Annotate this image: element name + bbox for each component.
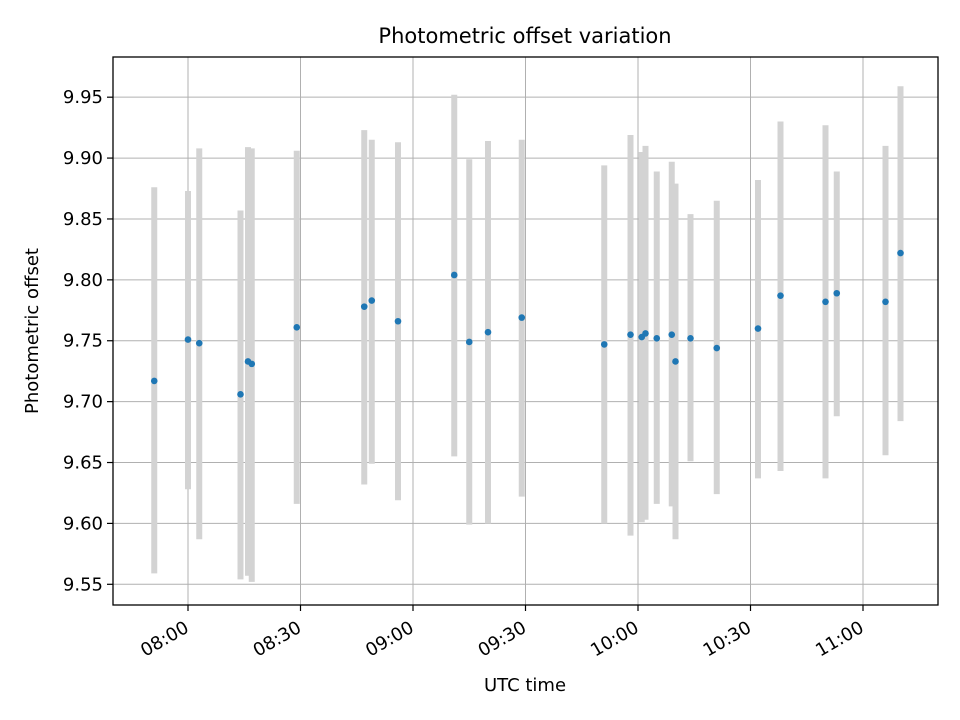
y-axis-label: Photometric offset (22, 248, 43, 414)
data-point (518, 314, 526, 321)
data-point (668, 331, 676, 338)
y-tick-label: 9.90 (63, 148, 103, 169)
data-points (150, 249, 904, 398)
data-point (394, 317, 402, 325)
data-point (672, 358, 679, 365)
data-point (882, 298, 889, 306)
data-point (897, 249, 904, 257)
y-axis-ticks: 9.55 9.60 9.65 9.70 9.75 9.80 9.85 9.90 9.95 (63, 87, 113, 595)
data-point (627, 331, 634, 338)
data-point (293, 324, 301, 331)
y-tick-label: 9.65 (63, 453, 103, 474)
y-tick-label: 9.95 (63, 87, 103, 108)
chart-title: Photometric offset variation (378, 24, 671, 48)
y-tick-label: 9.75 (63, 331, 103, 352)
y-tick-label: 9.60 (63, 513, 103, 534)
data-point (465, 338, 473, 346)
data-point (360, 303, 368, 310)
data-point (777, 292, 784, 299)
data-point (600, 341, 608, 348)
y-tick-label: 9.80 (63, 270, 103, 291)
data-point (248, 360, 256, 368)
y-tick-label: 9.70 (63, 392, 103, 413)
data-point (150, 377, 158, 385)
data-point (195, 339, 203, 347)
data-point (184, 336, 192, 343)
data-point (237, 391, 244, 398)
data-point (687, 335, 694, 342)
data-point (713, 344, 721, 352)
y-tick-label: 9.55 (63, 574, 103, 595)
y-tick-label: 9.85 (63, 209, 103, 230)
data-point (833, 289, 841, 297)
data-point (450, 271, 458, 279)
data-point (822, 298, 829, 306)
data-point (754, 325, 762, 332)
data-point (642, 330, 649, 337)
data-point (653, 335, 661, 342)
data-point (368, 297, 376, 304)
data-point (484, 328, 492, 336)
x-axis-label: UTC time (484, 675, 566, 696)
